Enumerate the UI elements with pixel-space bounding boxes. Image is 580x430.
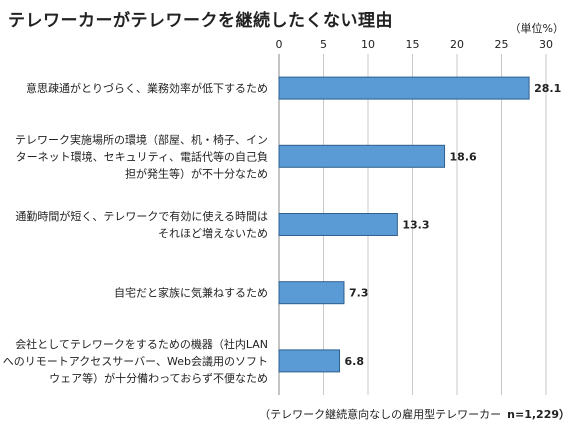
unit-label: （単位%） — [509, 22, 564, 35]
category-label-2-line-2: ターネット環境、セキュリティ、電話代等の自己負 — [16, 149, 268, 163]
category-label-3-line-1: 通勤時間が短く、テレワークで有効に使える時間は — [15, 209, 268, 223]
category-label-2: テレワーク実施場所の環境（部屋、机・椅子、インターネット環境、セキュリティ、電話… — [15, 132, 268, 180]
bar-1 — [278, 76, 530, 100]
category-label-5-line-2: へのリモートアクセスサーバー、Web会議用のソフト — [3, 354, 268, 368]
x-tick-label-25: 25 — [495, 38, 509, 51]
category-label-5-line-3: ウェア等）が十分備わっておらず不便なため — [49, 371, 268, 385]
category-label-2-line-1: テレワーク実施場所の環境（部屋、机・椅子、イン — [15, 132, 268, 146]
category-label-5: 会社としてテレワークをするための機器（社内LAN へのリモートアクセスサーバー、W… — [3, 337, 268, 385]
category-label-2-line-3: 担が発生等）が不十分なため — [125, 166, 268, 180]
bar-4 — [278, 281, 345, 305]
bar-2 — [278, 144, 446, 168]
data-label-1: 28.1 — [534, 82, 561, 95]
x-tick-label-15: 15 — [406, 38, 420, 51]
x-tick-label-5: 5 — [320, 38, 327, 51]
data-label-2: 18.6 — [450, 150, 477, 163]
x-tick-label-10: 10 — [361, 38, 375, 51]
category-label-4: 自宅だと家族に気兼ねするため — [114, 286, 268, 300]
footnote: （テレワーク継続意向なしの雇用型テレワーカー n=1,229） — [259, 406, 570, 422]
category-label-3-line-2: それほど増えないため — [158, 227, 268, 240]
x-tick-label-0: 0 — [276, 38, 283, 51]
bar-3 — [278, 213, 398, 236]
category-label-1: 意思疎通がとりづらく、業務効率が低下するため — [26, 81, 268, 95]
sample-size: n=1,229） — [507, 408, 570, 421]
category-label-1-line-1: 意思疎通がとりづらく、業務効率が低下するため — [26, 81, 268, 95]
category-label-5-line-1: 会社としてテレワークをするための機器（社内LAN — [15, 337, 268, 351]
chart-title: テレワーカーがテレワークを継続したくない理由 — [8, 11, 393, 31]
category-label-4-line-1: 自宅だと家族に気兼ねするため — [114, 286, 268, 300]
footnote-text: （テレワーク継続意向なしの雇用型テレワーカー — [259, 408, 502, 421]
x-tick-label-20: 20 — [450, 38, 464, 51]
category-label-3: 通勤時間が短く、テレワークで有効に使える時間はそれほど増えないため — [15, 209, 268, 240]
data-label-3: 13.3 — [402, 219, 429, 232]
data-label-4: 7.3 — [349, 287, 369, 300]
bar-5 — [278, 349, 341, 373]
x-tick-label-30: 30 — [539, 38, 553, 51]
data-label-5: 6.8 — [345, 355, 365, 368]
